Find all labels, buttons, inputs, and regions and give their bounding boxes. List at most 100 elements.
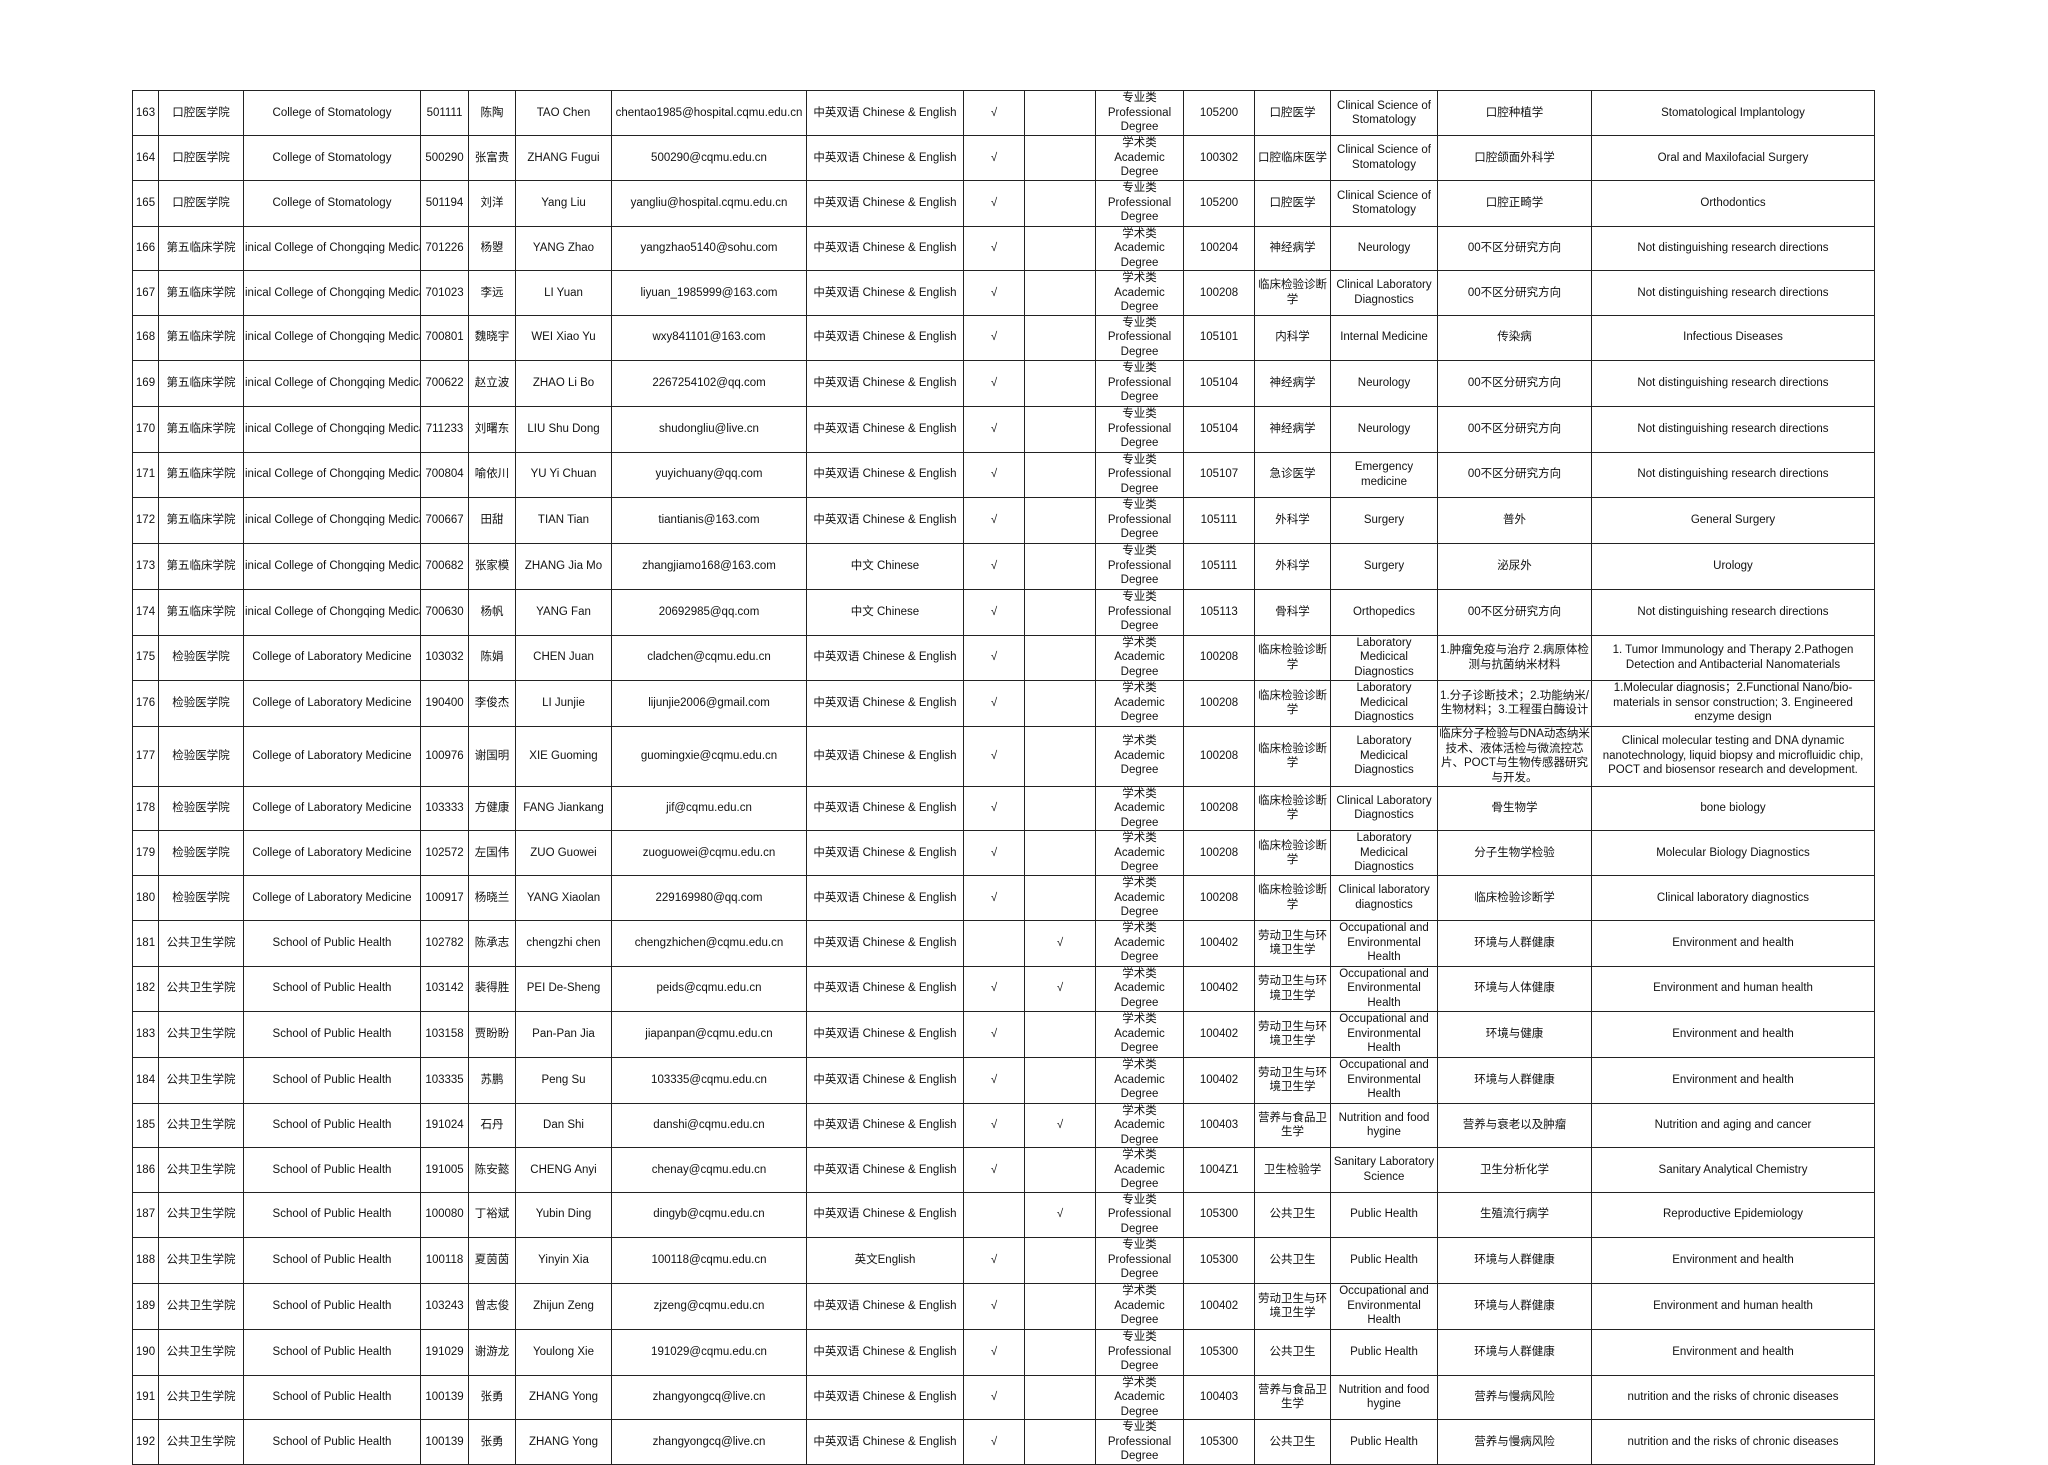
cell-check-mark-2 [1024,634,1096,681]
cell-staff-id: 191024 [420,1102,469,1148]
cell-teaching-language: 中英双语 Chinese & English [806,1010,964,1058]
cell-staff-id: 500290 [420,135,469,181]
cell-email: dingyb@cqmu.edu.cn [611,1191,807,1238]
cell-teaching-language: 中英双语 Chinese & English [806,725,964,787]
cell-college-cn: 第五临床学院 [158,270,244,316]
cell-staff-id: 501111 [420,90,469,136]
cell-name-cn: 杨晓兰 [468,875,516,921]
cell-name-cn: 张富贵 [468,135,516,181]
cell-direction-en: Not distinguishing research directions [1591,451,1875,498]
cell-email: yangzhao5140@sohu.com [611,225,807,271]
cell-check-mark-2 [1024,1056,1096,1104]
cell-check-mark-2 [1024,314,1096,361]
table-row: 170 第五临床学院 inical College of Chongqing Med… [132,405,1875,453]
cell-degree-type: 专业类 Professional Degree [1095,359,1184,407]
cell-college-cn: 第五临床学院 [158,359,244,407]
cell-major-code: 105300 [1183,1191,1255,1238]
cell-direction-en: Infectious Diseases [1591,314,1875,361]
cell-major-cn: 营养与食品卫生学 [1254,1102,1331,1148]
cell-college-cn: 检验医学院 [158,679,244,727]
cell-college-cn: 口腔医学院 [158,90,244,136]
cell-degree-type: 学术类 Academic Degree [1095,634,1184,681]
cell-direction-cn: 1.肿瘤免疫与治疗 2.病原体检测与抗菌纳米材料 [1437,634,1592,681]
table-row: 172 第五临床学院 inical College of Chongqing Med… [132,496,1875,544]
cell-row-number: 176 [132,679,159,727]
cell-teaching-language: 中英双语 Chinese & English [806,451,964,498]
cell-degree-type: 学术类 Academic Degree [1095,1282,1184,1330]
cell-major-code: 105101 [1183,314,1255,361]
cell-email: wxy841101@163.com [611,314,807,361]
cell-major-code: 100204 [1183,225,1255,271]
cell-check-mark-1: √ [963,135,1025,181]
cell-check-mark-2: √ [1024,965,1096,1012]
cell-check-mark-2 [1024,1419,1096,1465]
cell-name-en: Peng Su [515,1056,612,1104]
cell-major-en: Public Health [1330,1236,1438,1284]
cell-major-code: 100208 [1183,830,1255,876]
cell-major-en: Surgery [1330,542,1438,590]
cell-staff-id: 700804 [420,451,469,498]
cell-check-mark-2 [1024,359,1096,407]
cell-college-en: inical College of Chongqing Medica [243,359,421,407]
cell-check-mark-2 [1024,1328,1096,1376]
cell-direction-en: Environment and health [1591,919,1875,967]
cell-direction-en: Not distinguishing research directions [1591,225,1875,271]
cell-name-en: YANG Zhao [515,225,612,271]
cell-name-cn: 谢游龙 [468,1328,516,1376]
cell-staff-id: 103142 [420,965,469,1012]
cell-direction-cn: 骨生物学 [1437,785,1592,831]
cell-major-en: Neurology [1330,225,1438,271]
cell-major-cn: 临床检验诊断学 [1254,830,1331,876]
cell-major-cn: 卫生检验学 [1254,1147,1331,1193]
cell-college-cn: 公共卫生学院 [158,919,244,967]
table-row: 187 公共卫生学院 School of Public Health 100080 丁裕… [132,1191,1875,1238]
cell-college-en: College of Laboratory Medicine [243,830,421,876]
cell-name-en: CHENG Anyi [515,1147,612,1193]
cell-name-cn: 裴得胜 [468,965,516,1012]
cell-direction-cn: 环境与人体健康 [1437,965,1592,1012]
table-row: 174 第五临床学院 inical College of Chongqing Med… [132,588,1875,636]
cell-check-mark-2: √ [1024,1102,1096,1148]
cell-college-cn: 公共卫生学院 [158,1328,244,1376]
cell-name-en: Dan Shi [515,1102,612,1148]
cell-direction-cn: 1.分子诊断技术；2.功能纳米/生物材料；3.工程蛋白酶设计 [1437,679,1592,727]
cell-row-number: 188 [132,1236,159,1284]
cell-degree-type: 专业类 Professional Degree [1095,496,1184,544]
cell-college-cn: 检验医学院 [158,725,244,787]
cell-staff-id: 501194 [420,179,469,227]
cell-check-mark-2 [1024,225,1096,271]
cell-direction-en: Environment and human health [1591,965,1875,1012]
cell-row-number: 180 [132,875,159,921]
cell-degree-type: 学术类 Academic Degree [1095,725,1184,787]
cell-college-cn: 公共卫生学院 [158,1102,244,1148]
cell-degree-type: 学术类 Academic Degree [1095,1374,1184,1420]
cell-major-code: 105104 [1183,359,1255,407]
cell-major-code: 100403 [1183,1374,1255,1420]
cell-major-en: Sanitary Laboratory Science [1330,1147,1438,1193]
cell-direction-cn: 口腔正畸学 [1437,179,1592,227]
cell-major-cn: 外科学 [1254,496,1331,544]
cell-check-mark-2 [1024,496,1096,544]
cell-row-number: 167 [132,270,159,316]
cell-email: yangliu@hospital.cqmu.edu.cn [611,179,807,227]
cell-degree-type: 专业类 Professional Degree [1095,1191,1184,1238]
cell-major-en: Laboratory Medicical Diagnostics [1330,634,1438,681]
cell-major-en: Public Health [1330,1328,1438,1376]
cell-teaching-language: 中英双语 Chinese & English [806,314,964,361]
cell-check-mark-1: √ [963,225,1025,271]
cell-check-mark-2 [1024,135,1096,181]
cell-check-mark-2 [1024,725,1096,787]
cell-college-en: School of Public Health [243,1147,421,1193]
cell-name-cn: 谢国明 [468,725,516,787]
cell-name-en: ZHANG Jia Mo [515,542,612,590]
cell-row-number: 171 [132,451,159,498]
cell-degree-type: 专业类 Professional Degree [1095,451,1184,498]
cell-name-en: Youlong Xie [515,1328,612,1376]
cell-direction-cn: 口腔种植学 [1437,90,1592,136]
cell-staff-id: 103335 [420,1056,469,1104]
cell-degree-type: 学术类 Academic Degree [1095,1102,1184,1148]
cell-direction-en: Clinical laboratory diagnostics [1591,875,1875,921]
cell-degree-type: 学术类 Academic Degree [1095,679,1184,727]
cell-major-en: Laboratory Medicical Diagnostics [1330,830,1438,876]
cell-direction-cn: 传染病 [1437,314,1592,361]
